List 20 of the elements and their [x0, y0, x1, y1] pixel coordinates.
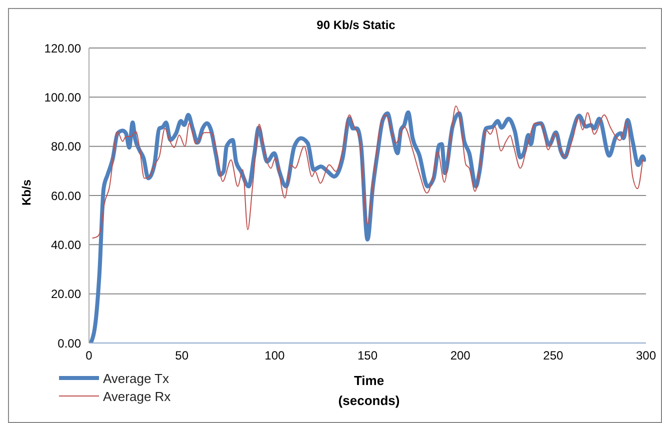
- x-axis-title: Time (seconds): [337, 372, 401, 410]
- y-tick-label: 0.00: [58, 336, 82, 350]
- y-tick-label: 40.00: [50, 238, 82, 252]
- legend-label: Average Rx: [103, 388, 171, 404]
- y-axis-title: Kb/s: [19, 179, 34, 206]
- x-tick-label: 200: [450, 348, 471, 363]
- line-series: [92, 106, 644, 239]
- legend-label: Average Tx: [103, 370, 170, 386]
- y-tick-label: 60.00: [50, 188, 82, 203]
- x-tick-label: 300: [636, 348, 656, 363]
- y-tick-label: 100.00: [44, 90, 82, 104]
- x-tick-label: 100: [264, 348, 285, 363]
- x-tick-label: 250: [543, 348, 564, 363]
- y-tick-label: 20.00: [50, 287, 82, 302]
- x-tick-label: 150: [357, 348, 378, 363]
- y-tick-label: 120.00: [44, 41, 82, 56]
- x-tick-label: 50: [175, 348, 189, 363]
- x-tick-label: 0: [86, 348, 93, 363]
- chart-title: 90 Kb/s Static: [316, 18, 396, 32]
- y-tick-label: 80.00: [50, 140, 82, 154]
